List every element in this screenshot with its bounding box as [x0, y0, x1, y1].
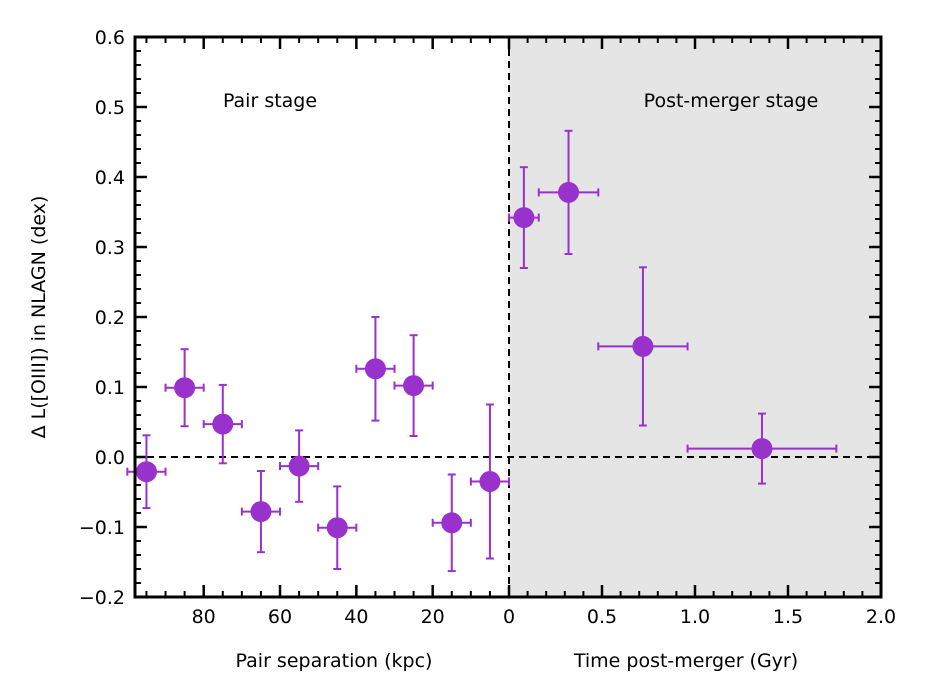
data-point-pair	[355, 316, 396, 422]
x-axis-label-pair: Pair separation (kpc)	[236, 650, 433, 672]
data-marker	[288, 455, 310, 477]
x-tick-label-pair: 60	[268, 606, 292, 628]
data-marker	[632, 335, 654, 357]
data-point-post-merger	[686, 412, 838, 485]
data-point-pair	[164, 348, 205, 428]
data-marker	[212, 413, 234, 435]
data-marker	[364, 358, 386, 380]
data-point-pair	[240, 470, 282, 554]
data-marker	[326, 517, 348, 539]
data-point-pair	[431, 473, 472, 573]
data-marker	[479, 471, 501, 492]
x-axis-label-post-merger: Time post-merger (Gyr)	[573, 650, 798, 672]
y-tick-label: 0.0	[95, 447, 125, 469]
data-point-post-merger	[508, 166, 540, 269]
data-marker	[558, 181, 580, 203]
data-marker	[403, 375, 425, 397]
x-tick-label-post-merger: 0.5	[587, 606, 617, 628]
data-marker	[513, 207, 535, 229]
data-point-post-merger	[537, 129, 600, 255]
y-tick-label: −0.2	[79, 587, 125, 609]
x-tick-label-pair: 40	[344, 606, 368, 628]
x-tick-label-pair: 0	[503, 606, 515, 628]
x-tick-label-pair: 20	[421, 606, 445, 628]
x-tick-label-pair: 80	[192, 606, 216, 628]
data-point-pair	[469, 403, 510, 560]
data-point-post-merger	[597, 266, 689, 427]
y-tick-label: −0.1	[79, 517, 125, 539]
x-tick-label-post-merger: 1.5	[773, 606, 803, 628]
data-point-pair	[202, 383, 243, 465]
data-point-pair	[126, 434, 167, 510]
data-marker	[441, 512, 463, 534]
y-tick-label: 0.1	[95, 377, 125, 399]
data-point-pair	[393, 334, 434, 437]
post-merger-stage-label: Post-merger stage	[644, 90, 819, 112]
data-point-pair	[317, 485, 358, 570]
y-tick-label: 0.3	[95, 237, 125, 259]
y-tick-label: 0.4	[95, 167, 125, 189]
data-marker	[250, 501, 272, 523]
x-tick-label-post-merger: 2.0	[866, 606, 896, 628]
post-merger-shade	[509, 37, 881, 597]
plot-frame	[133, 35, 883, 599]
pair-stage-label: Pair stage	[223, 90, 317, 112]
y-axis-label: Δ L([OIII]) in NLAGN (dex)	[28, 196, 50, 439]
data-marker	[751, 438, 773, 460]
data-point-pair	[279, 429, 320, 503]
y-tick-label: 0.5	[95, 97, 125, 119]
x-tick-label-post-merger: 1.0	[680, 606, 710, 628]
y-tick-label: 0.6	[95, 27, 125, 49]
y-tick-label: 0.2	[95, 307, 125, 329]
data-marker	[135, 461, 157, 483]
data-marker	[174, 377, 196, 399]
